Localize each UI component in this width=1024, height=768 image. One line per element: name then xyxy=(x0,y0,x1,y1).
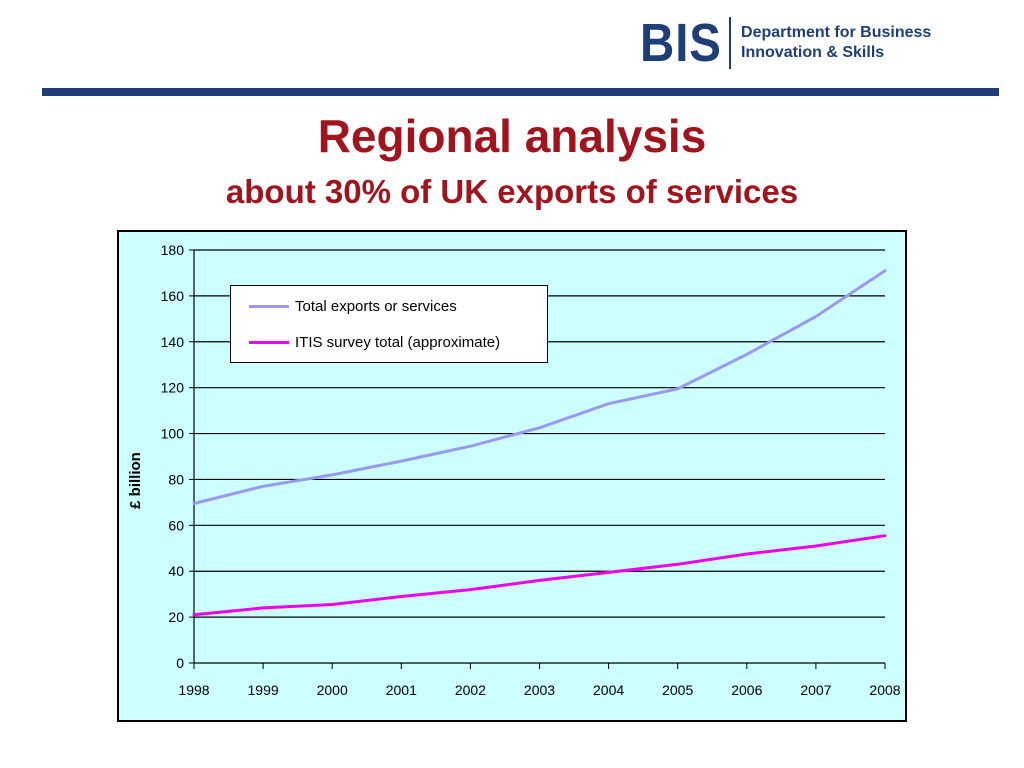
legend-label-total-exports: Total exports or services xyxy=(295,298,457,315)
x-tick-label-2005: 2005 xyxy=(662,682,693,698)
logo-divider xyxy=(729,17,732,69)
header-rule xyxy=(42,88,999,96)
y-tick-label-100: 100 xyxy=(161,426,185,442)
legend-item-total-exports: Total exports or services xyxy=(249,298,457,315)
slide-subtitle: about 30% of UK exports of services xyxy=(225,173,799,210)
y-tick-label-60: 60 xyxy=(168,517,184,533)
y-axis-label-wrap: £ billion xyxy=(122,380,148,580)
x-tick-label-1999: 1999 xyxy=(248,682,279,698)
y-tick-label-120: 120 xyxy=(161,380,185,396)
logo-text: Department for Business Innovation & Ski… xyxy=(741,23,931,63)
y-tick-label-0: 0 xyxy=(176,655,184,671)
x-tick-label-2000: 2000 xyxy=(317,682,348,698)
logo-line-2: Innovation & Skills xyxy=(741,44,885,61)
x-tick-label-2004: 2004 xyxy=(593,682,624,698)
series-line-0 xyxy=(192,269,887,505)
y-tick-label-40: 40 xyxy=(168,563,184,579)
y-tick-label-140: 140 xyxy=(161,334,185,350)
x-tick-label-2007: 2007 xyxy=(800,682,831,698)
legend-label-itis: ITIS survey total (approximate) xyxy=(295,334,501,351)
y-tick-label-20: 20 xyxy=(168,609,184,625)
x-tick-label-1998: 1998 xyxy=(178,682,209,698)
legend-swatch-total-exports xyxy=(249,305,289,308)
x-tick-label-2006: 2006 xyxy=(731,682,762,698)
x-tick-label-2003: 2003 xyxy=(524,682,555,698)
y-tick-label-180: 180 xyxy=(161,242,185,258)
legend: Total exports or services ITIS survey to… xyxy=(230,285,548,363)
series-line-1 xyxy=(192,534,887,617)
logo-line-1: Department for Business xyxy=(741,24,932,41)
legend-item-itis: ITIS survey total (approximate) xyxy=(249,334,500,351)
x-tick-label-2002: 2002 xyxy=(455,682,486,698)
logo-mark: BIS xyxy=(640,13,722,73)
x-tick-label-2001: 2001 xyxy=(386,682,417,698)
slide-title: Regional analysis xyxy=(317,110,707,162)
x-tick-label-2008: 2008 xyxy=(869,682,900,698)
y-axis-label: £ billion xyxy=(126,451,144,509)
bis-logo: BIS Department for Business Innovation &… xyxy=(640,14,931,72)
y-tick-label-80: 80 xyxy=(168,471,184,487)
y-tick-label-160: 160 xyxy=(161,288,185,304)
legend-swatch-itis xyxy=(249,341,289,344)
